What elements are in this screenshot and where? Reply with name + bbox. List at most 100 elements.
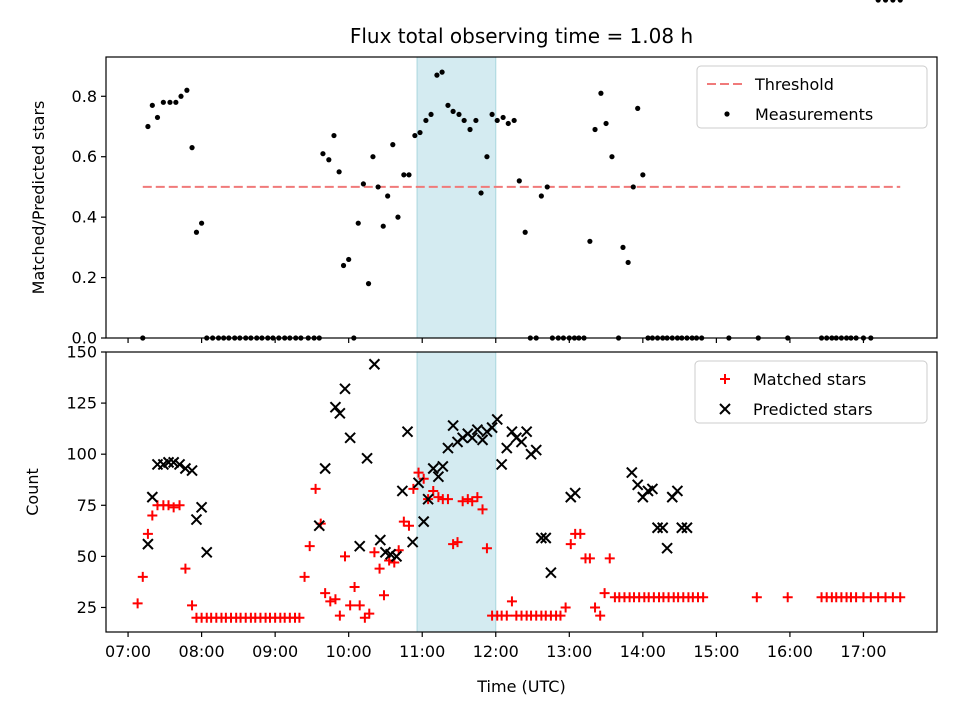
data-point	[439, 69, 445, 75]
data-point	[681, 522, 693, 534]
data-point	[584, 553, 595, 564]
data-point	[442, 494, 453, 505]
data-point	[184, 87, 190, 93]
data-point	[193, 229, 200, 235]
data-point	[751, 592, 762, 603]
data-point	[540, 532, 552, 544]
data-point	[326, 157, 332, 163]
data-point	[467, 126, 473, 133]
panel-2: 25 50 75 100 125 150 07:00 08:00 09:00 10:00 11:00…	[23, 343, 938, 661]
highlight-span	[416, 56, 497, 339]
data-point	[406, 172, 412, 178]
data-point	[320, 151, 326, 157]
legend: Matched stars Predicted stars	[694, 360, 928, 424]
x-tick-label: 14:00	[620, 642, 666, 661]
data-point	[457, 496, 468, 507]
x-tick-label: 10:00	[326, 642, 372, 661]
data-point	[320, 588, 331, 599]
data-point	[142, 538, 154, 550]
data-point	[423, 117, 429, 124]
data-point	[334, 610, 345, 621]
data-point	[398, 516, 409, 527]
data-point	[511, 117, 517, 124]
x-tick-label: 09:00	[252, 642, 298, 661]
data-point	[417, 515, 430, 528]
data-point	[452, 537, 463, 548]
data-point	[473, 117, 479, 124]
data-point	[413, 467, 424, 478]
data-point	[631, 479, 644, 491]
data-point	[174, 500, 185, 511]
data-point	[471, 423, 484, 436]
data-point	[782, 592, 793, 603]
legend-swatch	[724, 111, 730, 117]
series-matched-stars	[132, 467, 906, 623]
data-point	[403, 520, 414, 531]
data-point	[173, 99, 179, 105]
data-point	[374, 534, 387, 546]
data-point	[396, 485, 409, 497]
data-point	[186, 464, 198, 477]
x-tick-label: 15:00	[693, 642, 739, 661]
data-point	[882, 0, 889, 3]
axes-frame	[105, 56, 938, 339]
data-point	[132, 598, 143, 609]
x-tick-label: 16:00	[767, 642, 813, 661]
data-point	[630, 184, 636, 190]
data-point	[346, 256, 352, 263]
data-point	[565, 539, 576, 550]
data-point	[331, 132, 337, 139]
y-tick-label: 150	[66, 343, 97, 362]
x-tick-label: 17:00	[840, 642, 886, 661]
data-point	[897, 0, 903, 3]
data-point	[467, 496, 478, 507]
data-point	[486, 421, 498, 434]
legend-label: Measurements	[755, 105, 873, 124]
legend-label: Predicted stars	[753, 400, 873, 419]
data-point	[163, 500, 174, 511]
x-tick-label: 07:00	[105, 642, 151, 661]
data-point	[603, 120, 609, 127]
data-point	[625, 259, 631, 266]
data-point	[339, 383, 351, 395]
y-tick-label: 0.8	[72, 87, 97, 106]
x-tick-label: 08:00	[179, 642, 225, 661]
data-point	[506, 596, 517, 607]
legend-label: Threshold	[754, 75, 834, 94]
data-point	[368, 358, 381, 370]
data-point	[345, 600, 356, 611]
data-point	[340, 262, 347, 269]
data-point	[555, 610, 566, 621]
data-point	[671, 485, 684, 497]
data-point	[180, 563, 191, 574]
data-point	[369, 547, 380, 558]
data-point	[173, 458, 186, 471]
data-point	[336, 169, 342, 175]
data-point	[575, 528, 586, 539]
data-point	[516, 178, 522, 184]
data-point	[168, 502, 179, 513]
data-point	[609, 154, 615, 160]
data-point	[587, 238, 593, 244]
data-point	[466, 432, 478, 444]
y-tick-label: 100	[66, 445, 97, 464]
data-point	[149, 102, 155, 108]
data-point	[661, 542, 673, 554]
data-point	[412, 477, 425, 489]
x-tick-label: 13:00	[546, 642, 592, 661]
data-point	[160, 99, 166, 105]
x-tick-label: 11:00	[399, 642, 445, 661]
data-point	[354, 540, 366, 552]
data-point	[478, 190, 484, 196]
data-point	[201, 546, 213, 558]
chart-title: Flux total observing time = 1.08 h	[350, 24, 693, 48]
data-point	[361, 452, 373, 464]
data-point	[137, 571, 148, 582]
data-point	[299, 571, 310, 582]
data-point	[599, 588, 610, 599]
data-point	[142, 528, 153, 539]
y-tick-label: 125	[66, 394, 97, 413]
data-point	[500, 114, 506, 121]
y-axis-label: Matched/Predicted stars	[29, 101, 48, 295]
data-point	[380, 223, 386, 229]
